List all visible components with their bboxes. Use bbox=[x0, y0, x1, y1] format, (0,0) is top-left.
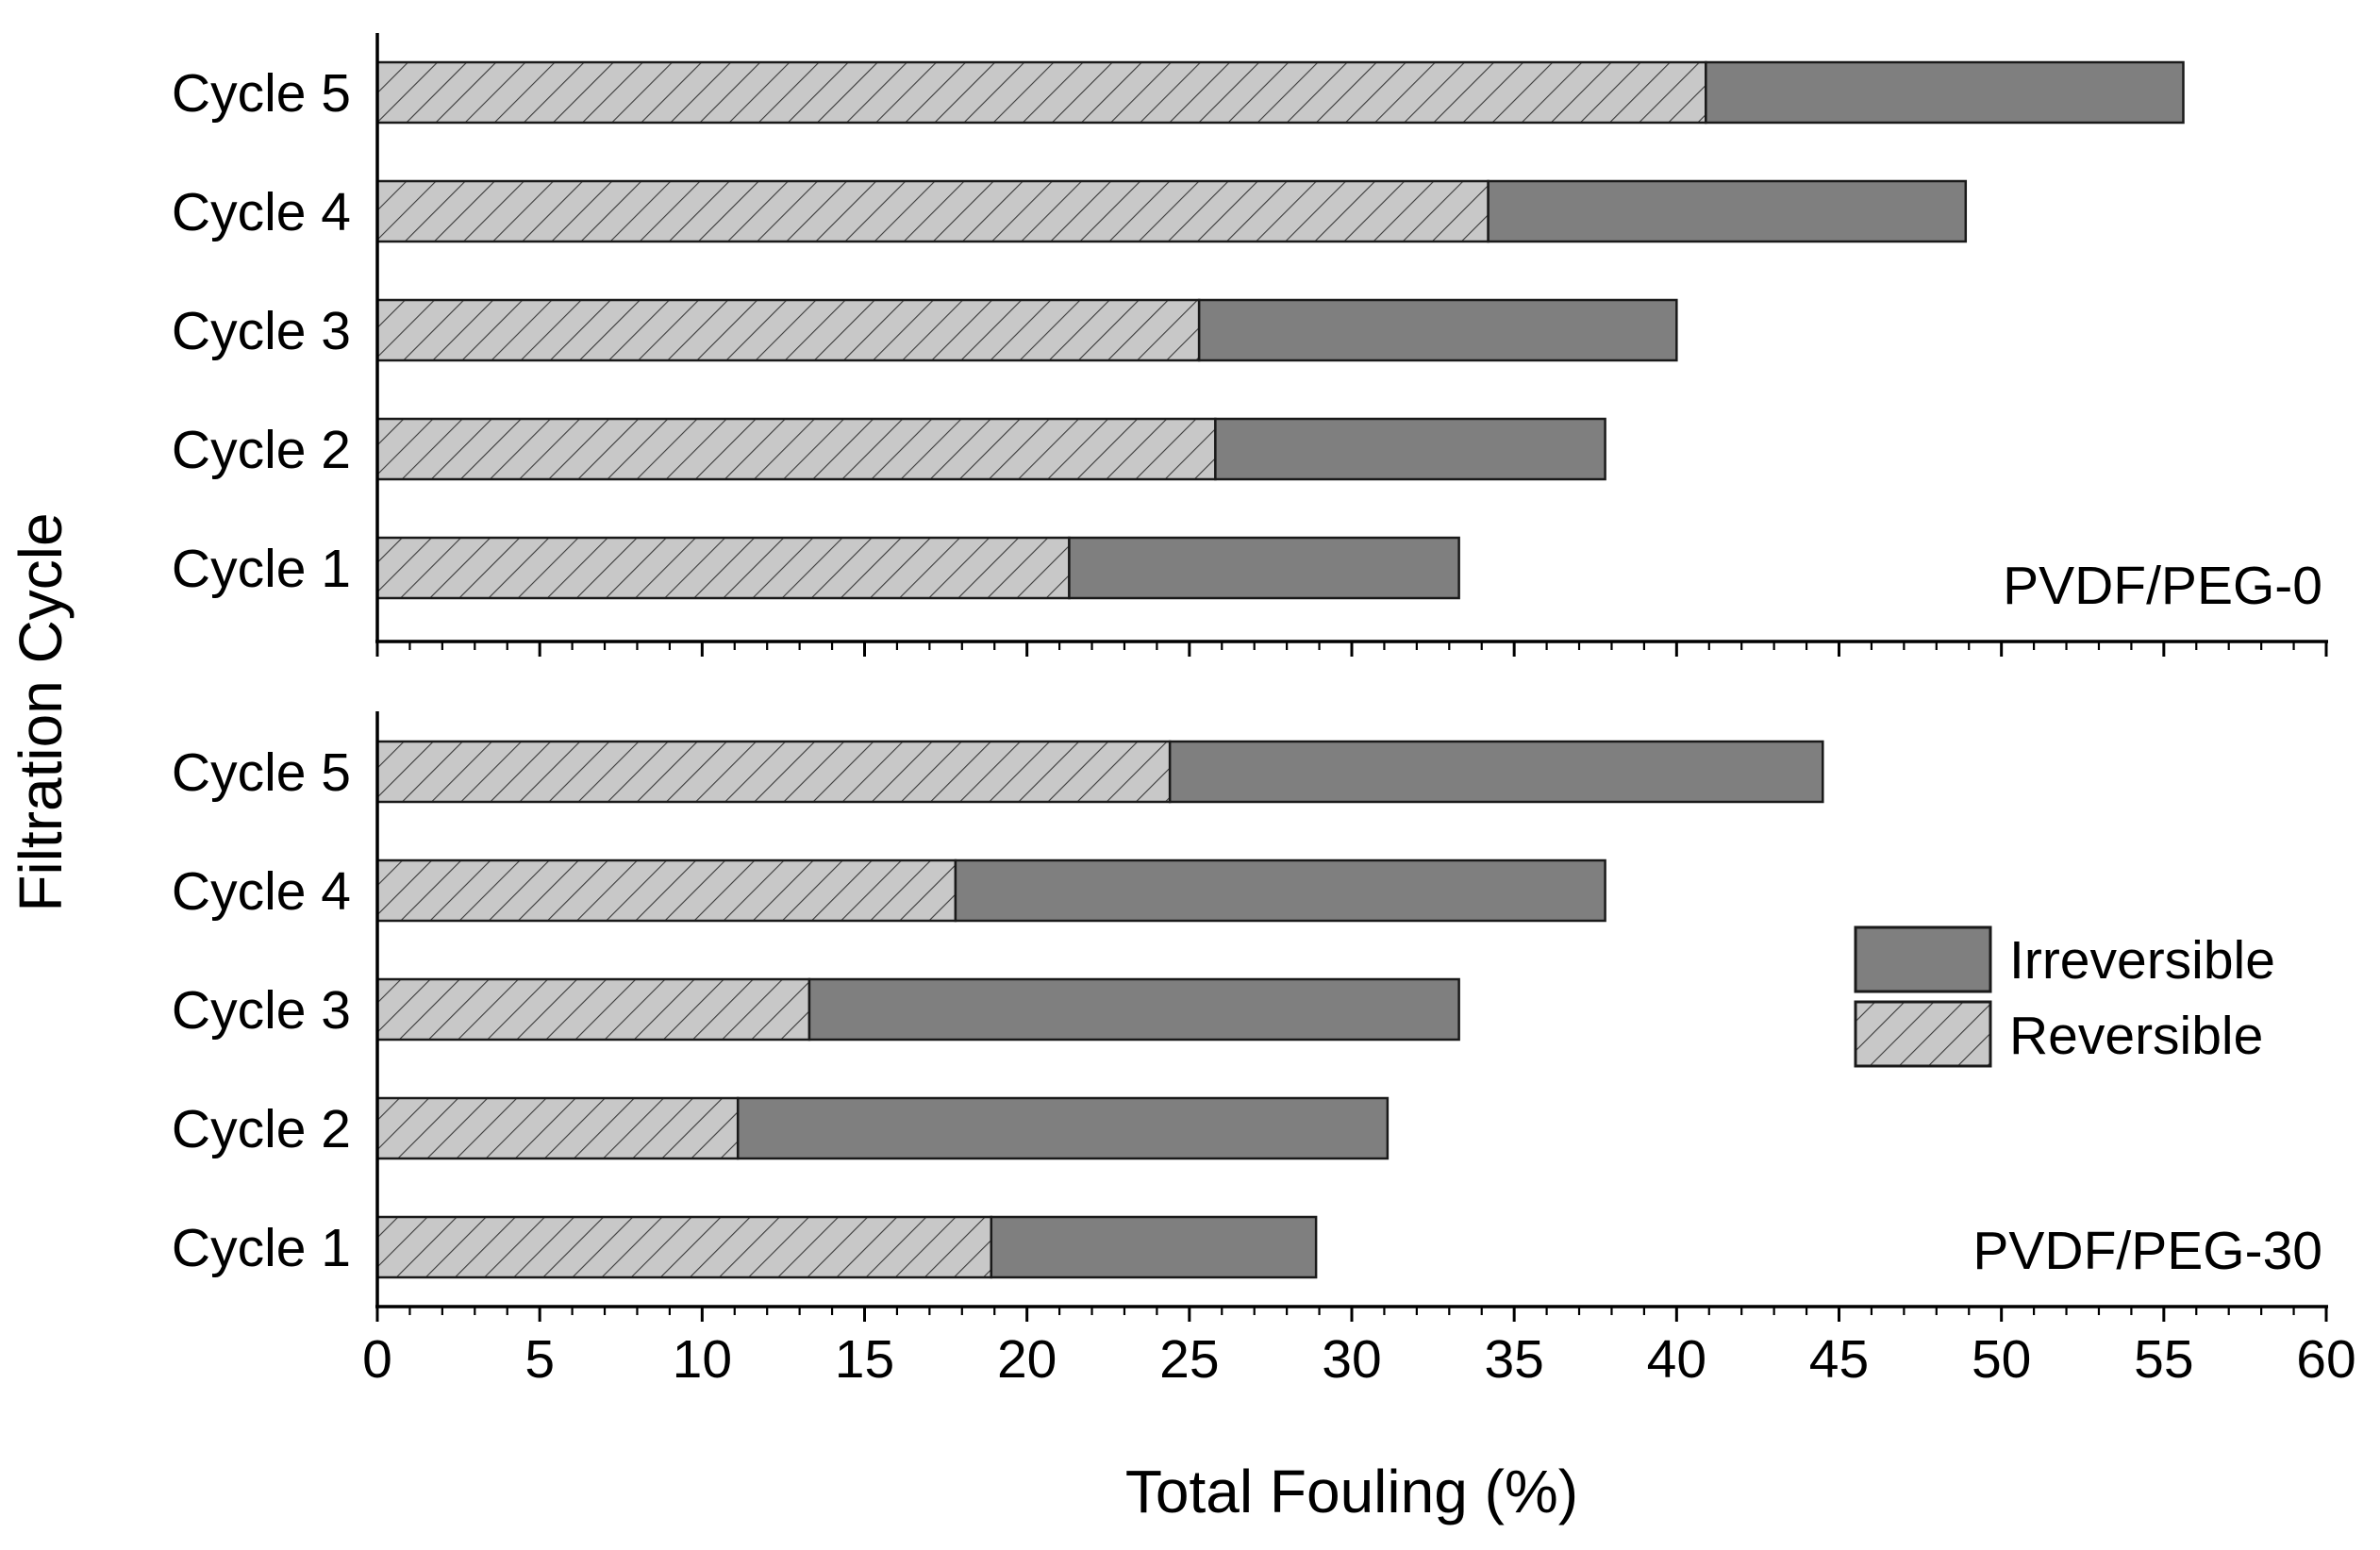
category-label-top-cycle-5: Cycle 5 bbox=[172, 63, 351, 124]
x-tick-label-55: 55 bbox=[2134, 1329, 2193, 1390]
bar-bottom-irreversible-cycle-4 bbox=[954, 858, 1606, 923]
bar-top-reversible-cycle-3 bbox=[375, 298, 1201, 362]
bar-bottom-reversible-cycle-2 bbox=[375, 1096, 740, 1160]
bar-bottom-reversible-cycle-1 bbox=[375, 1215, 993, 1279]
legend-swatch-irreversible bbox=[1854, 925, 1992, 993]
bar-top-irreversible-cycle-1 bbox=[1068, 536, 1460, 600]
category-label-top-cycle-1: Cycle 1 bbox=[172, 539, 351, 599]
x-tick-label-30: 30 bbox=[1322, 1329, 1381, 1390]
category-label-bottom-cycle-5: Cycle 5 bbox=[172, 742, 351, 803]
x-tick-label-35: 35 bbox=[1484, 1329, 1543, 1390]
bar-top-irreversible-cycle-5 bbox=[1705, 60, 2185, 125]
x-tick-label-20: 20 bbox=[997, 1329, 1057, 1390]
category-label-bottom-cycle-1: Cycle 1 bbox=[172, 1218, 351, 1278]
category-label-top-cycle-2: Cycle 2 bbox=[172, 420, 351, 480]
bar-bottom-irreversible-cycle-2 bbox=[736, 1096, 1390, 1160]
x-tick-label-15: 15 bbox=[835, 1329, 894, 1390]
category-label-top-cycle-3: Cycle 3 bbox=[172, 301, 351, 361]
bar-top-irreversible-cycle-2 bbox=[1214, 417, 1606, 481]
category-label-bottom-cycle-2: Cycle 2 bbox=[172, 1099, 351, 1159]
legend-swatch-reversible bbox=[1854, 1000, 1992, 1068]
x-axis-title: Total Fouling (%) bbox=[1125, 1458, 1578, 1525]
panel-label-bottom: PVDF/PEG-30 bbox=[1972, 1221, 2322, 1281]
x-tick-label-10: 10 bbox=[673, 1329, 732, 1390]
y-axis-title: Filtration Cycle bbox=[7, 512, 75, 911]
x-tick-label-50: 50 bbox=[1972, 1329, 2031, 1390]
panel-bottom: Cycle 5 Cycle 4 Cycle 3 Cycle 2 Cycle 10 5 10 1… bbox=[172, 711, 2356, 1390]
x-tick-label-5: 5 bbox=[524, 1329, 555, 1390]
bar-bottom-reversible-cycle-3 bbox=[375, 977, 811, 1042]
bar-top-reversible-cycle-2 bbox=[375, 417, 1217, 481]
x-tick-label-40: 40 bbox=[1647, 1329, 1706, 1390]
bar-top-reversible-cycle-5 bbox=[375, 60, 1707, 125]
x-tick-label-45: 45 bbox=[1809, 1329, 1869, 1390]
x-tick-label-0: 0 bbox=[362, 1329, 392, 1390]
x-tick-label-60: 60 bbox=[2296, 1329, 2355, 1390]
bar-top-irreversible-cycle-3 bbox=[1197, 298, 1678, 362]
category-label-bottom-cycle-4: Cycle 4 bbox=[172, 861, 351, 922]
bar-top-irreversible-cycle-4 bbox=[1487, 179, 1968, 243]
bar-bottom-reversible-cycle-4 bbox=[375, 858, 957, 923]
legend-label-irreversible: Irreversible bbox=[2009, 930, 2275, 991]
category-label-top-cycle-4: Cycle 4 bbox=[172, 182, 351, 242]
category-label-bottom-cycle-3: Cycle 3 bbox=[172, 980, 351, 1041]
legend: Irreversible Reversible bbox=[1854, 925, 2275, 1068]
bar-top-reversible-cycle-4 bbox=[375, 179, 1490, 243]
panel-top: Cycle 5 Cycle 4 Cycle 3 Cycle 2 Cycle 1 PVDF/… bbox=[172, 33, 2328, 657]
panel-label-top: PVDF/PEG-0 bbox=[2003, 556, 2322, 616]
bar-bottom-reversible-cycle-5 bbox=[375, 740, 1172, 804]
bar-bottom-irreversible-cycle-3 bbox=[807, 977, 1460, 1042]
legend-label-reversible: Reversible bbox=[2009, 1006, 2263, 1066]
x-tick-label-25: 25 bbox=[1159, 1329, 1219, 1390]
bar-bottom-irreversible-cycle-1 bbox=[990, 1215, 1318, 1279]
bar-top-reversible-cycle-1 bbox=[375, 536, 1071, 600]
bar-bottom-irreversible-cycle-5 bbox=[1168, 740, 1824, 804]
